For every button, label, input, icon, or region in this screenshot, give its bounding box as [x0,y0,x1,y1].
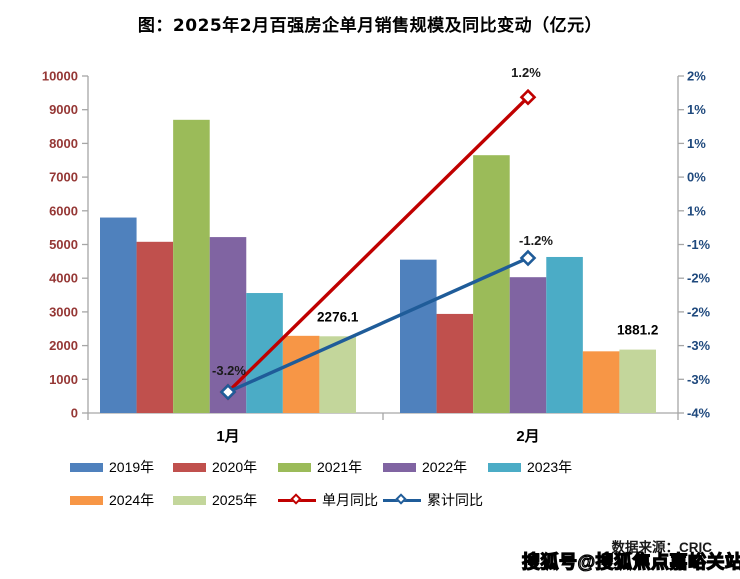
legend-line-marker-icon [383,493,421,507]
bar-2021年-1月 [173,119,210,413]
legend-swatch-icon [70,462,103,472]
legend-swatch-icon [383,462,416,472]
left-axis-tick-label: 5000 [49,237,78,252]
left-axis-tick-label: 7000 [49,170,78,185]
left-axis-tick-label: 2000 [49,338,78,353]
right-axis-tick-label: 0% [687,170,706,185]
legend-swatch-icon [278,462,311,472]
legend-label: 2019年 [109,459,155,475]
legend-swatch-icon [173,495,206,505]
left-axis-tick-label: 3000 [49,304,78,319]
bar-2019年-2月 [400,259,437,413]
bar-2024年-1月 [282,335,320,413]
line-marker-累计同比-1月 [219,383,237,401]
legend-item-2024年: 2024年 [70,491,154,509]
right-axis-tick-label: 1% [687,203,706,218]
legend-item-2025年: 2025年 [173,491,257,509]
line-单月同比 [226,95,530,394]
legend-label: 2020年 [212,459,258,475]
left-axis-tick-label: 10000 [42,69,78,84]
bar-2021年-2月 [473,155,510,413]
right-axis-tick-label: -2% [687,271,711,286]
bar-2020年-2月 [436,313,474,413]
line-marker-累计同比-2月 [519,249,537,267]
right-axis-tick-label: 1% [687,136,706,151]
left-axis-tick-label: 9000 [49,102,78,117]
chart-legend: 2019年 2020年 2021年 2022年 2023年 2024年 2025年 单月同比 累… [0,454,740,514]
legend-line-marker-icon [278,493,316,507]
left-axis-tick-label: 4000 [49,271,78,286]
right-axis-tick-label: 1% [687,102,706,117]
data-source-text: 数据来源：CRIC [611,540,713,555]
right-axis-tick-label: -2% [687,304,711,319]
legend-swatch-icon [173,462,206,472]
legend-label: 2024年 [109,492,155,508]
legend-label: 2022年 [422,459,468,475]
left-axis-tick-label: 1000 [49,372,78,387]
bar-2025年-2月 [619,349,656,413]
legend-label: 累计同比 [427,492,483,508]
bar-2022年-2月 [509,277,547,413]
legend-label: 2021年 [317,459,363,475]
legend-item-2023年: 2023年 [488,458,572,476]
line-value-label: -3.2% [212,363,246,378]
legend-item-2022年: 2022年 [383,458,467,476]
right-axis-tick-label: -3% [687,338,711,353]
bar-2020年-1月 [136,241,174,413]
chart-title: 图：2025年2月百强房企单月销售规模及同比变动（亿元） [137,16,603,36]
left-axis-tick-label: 8000 [49,136,78,151]
legend-item-2019年: 2019年 [70,458,154,476]
bar-value-label: 1881.2 [617,323,658,338]
bar-2023年-1月 [246,293,283,413]
legend-item-单月同比: 单月同比 [278,491,378,509]
bar-value-label: 2276.1 [317,309,359,324]
line-value-label: -1.2% [519,233,553,248]
legend-swatch-icon [70,495,103,505]
line-marker-单月同比-2月 [519,88,537,106]
left-axis-tick-label: 0 [71,406,78,421]
bar-2024年-2月 [582,351,620,413]
line-value-label: 1.2% [511,65,541,80]
right-axis-tick-label: -3% [687,372,711,387]
legend-item-2020年: 2020年 [173,458,257,476]
right-axis-tick-label: -1% [687,237,711,252]
right-axis-tick-label: -4% [687,406,711,421]
bar-2023年-2月 [546,256,583,413]
line-累计同比 [227,256,529,394]
right-axis-tick-label: 2% [687,69,706,84]
legend-item-累计同比: 累计同比 [383,491,483,509]
legend-label: 单月同比 [322,492,378,508]
left-axis-tick-label: 6000 [49,203,78,218]
watermark-text: 搜狐号@搜狐焦点嘉峪关站 [521,551,740,572]
legend-label: 2023年 [527,459,573,475]
x-category-label: 1月 [216,428,239,445]
bar-2019年-1月 [100,217,137,413]
legend-item-2021年: 2021年 [278,458,362,476]
legend-label: 2025年 [212,492,258,508]
x-category-label: 2月 [516,428,539,445]
legend-swatch-icon [488,462,521,472]
